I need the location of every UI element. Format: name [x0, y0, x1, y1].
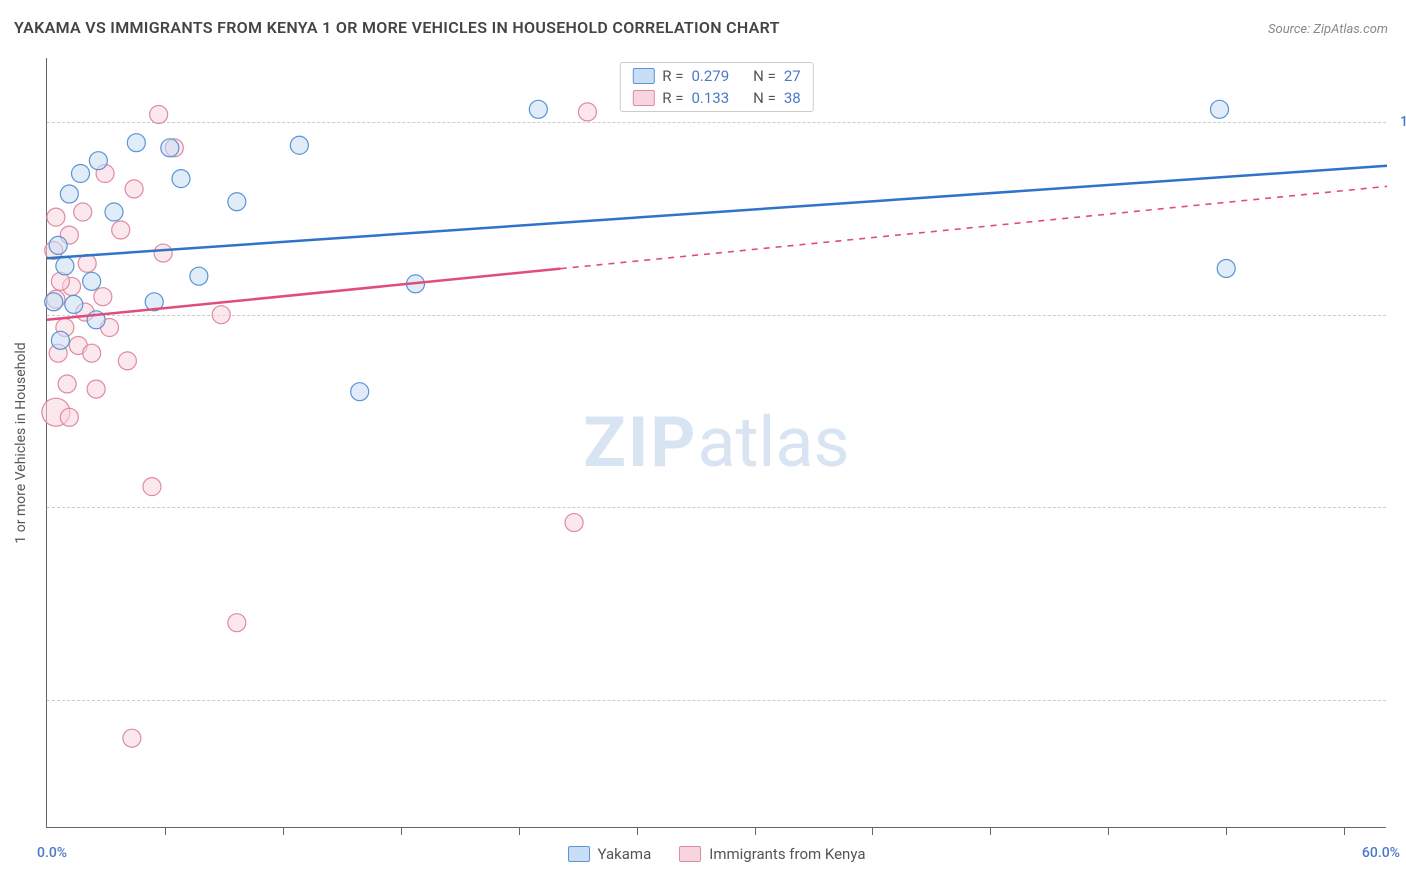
legend-item-a: Yakama — [568, 845, 652, 863]
legend-label-b: Immigrants from Kenya — [709, 845, 865, 863]
n-label: N = — [753, 89, 776, 107]
n-value: 27 — [784, 67, 801, 85]
source-label: Source: ZipAtlas.com — [1268, 22, 1388, 37]
legend-item-b: Immigrants from Kenya — [679, 845, 865, 863]
r-value: 0.133 — [691, 89, 729, 107]
plot-svg — [47, 58, 1386, 827]
r-label: R = — [662, 89, 683, 107]
r-value: 0.279 — [691, 67, 729, 85]
legend-swatch-a — [568, 846, 590, 862]
y-tick-label: 100.0% — [1400, 114, 1406, 130]
legend-swatch-b — [632, 90, 654, 106]
legend-label-a: Yakama — [598, 845, 652, 863]
legend-swatch-b — [679, 846, 701, 862]
legend-swatch-a — [632, 68, 654, 84]
r-label: R = — [662, 67, 683, 85]
n-value: 38 — [784, 89, 801, 107]
legend-series: Yakama Immigrants from Kenya — [568, 845, 866, 863]
scatter-series-b — [42, 103, 597, 747]
legend-stats: R = 0.279 N = 27 R = 0.133 N = 38 — [619, 62, 813, 112]
chart-area: ZIPatlas 1 or more Vehicles in Household… — [46, 58, 1386, 828]
n-label: N = — [753, 67, 776, 85]
scatter-series-a — [45, 100, 1236, 400]
legend-stats-row-a: R = 0.279 N = 27 — [620, 65, 812, 87]
y-axis-label: 1 or more Vehicles in Household — [13, 342, 29, 543]
x-axis-end: 60.0% — [1362, 845, 1400, 861]
trend-lines — [47, 166, 1387, 320]
chart-title: YAKAMA VS IMMIGRANTS FROM KENYA 1 OR MOR… — [14, 18, 780, 37]
x-axis-start: 0.0% — [37, 845, 67, 861]
legend-stats-row-b: R = 0.133 N = 38 — [620, 87, 812, 109]
